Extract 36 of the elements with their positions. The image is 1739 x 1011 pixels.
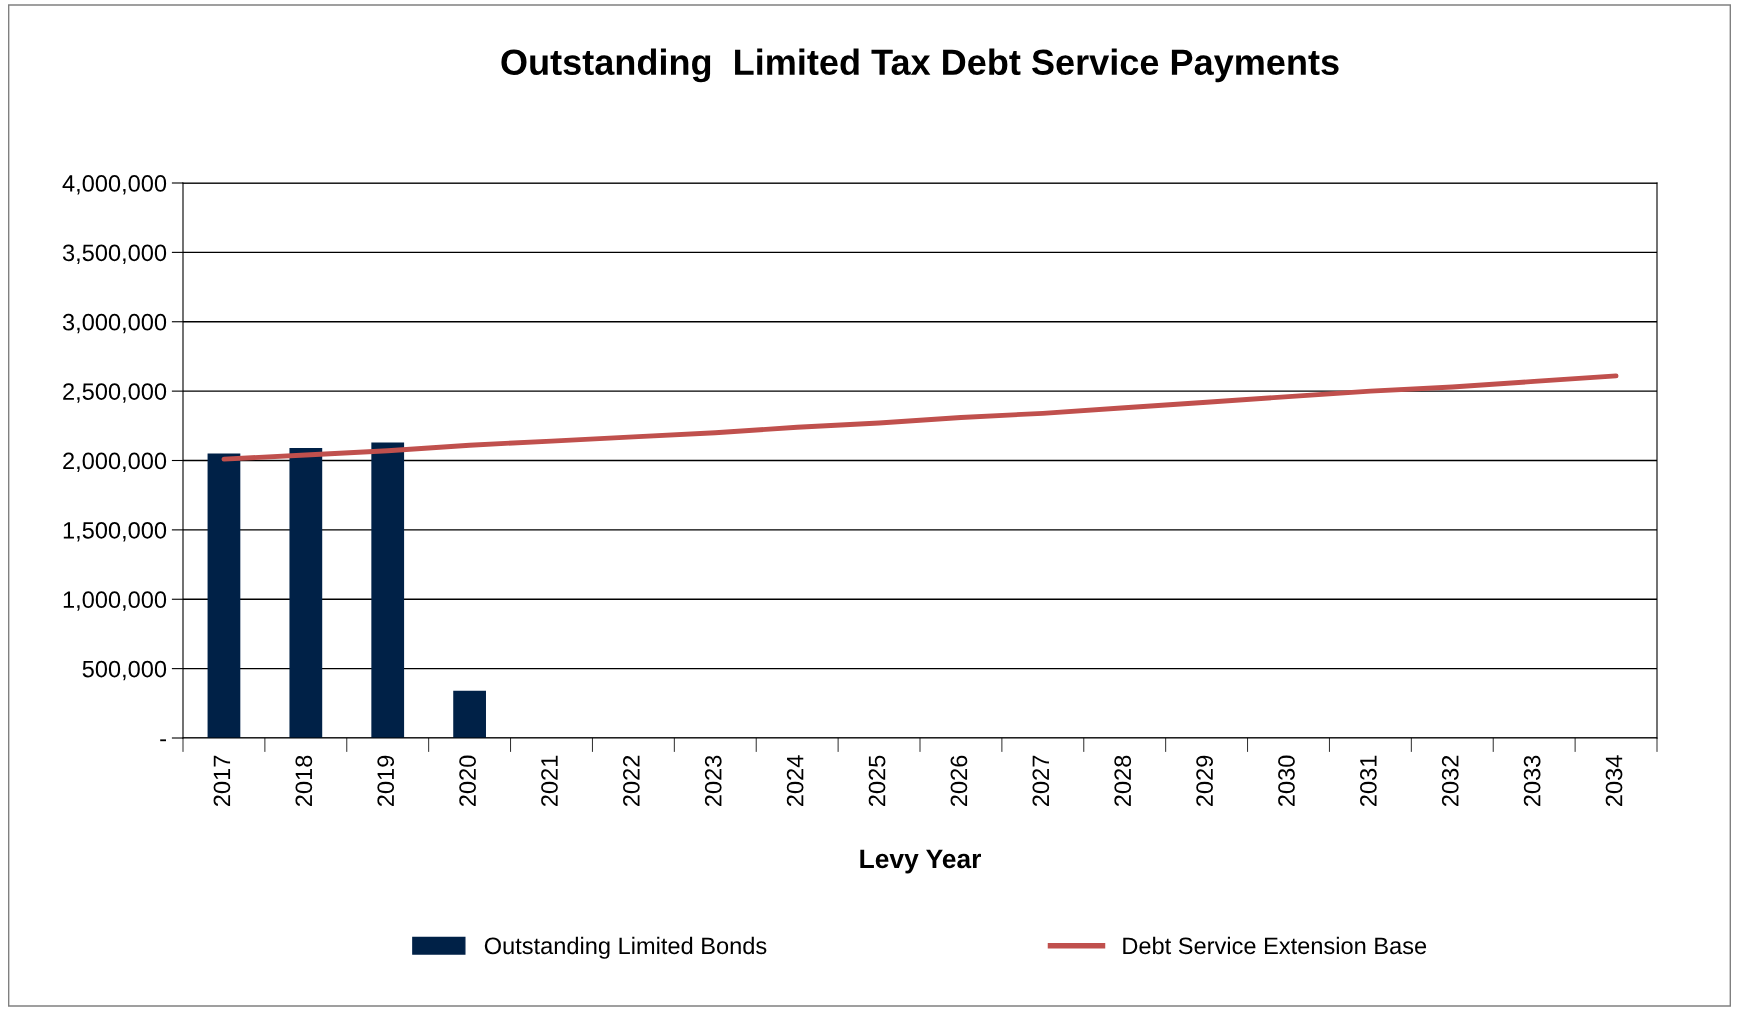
x-axis-title: Levy Year: [860, 849, 981, 874]
bar: [207, 453, 241, 738]
line-series: [221, 373, 1619, 462]
x-tick-label: 2026: [950, 755, 968, 806]
x-tick-label: 2021: [541, 755, 558, 806]
x-tick-label: 2028: [1114, 755, 1132, 806]
bar: [289, 448, 323, 738]
legend-label: Outstanding Limited Bonds: [484, 936, 767, 959]
x-tick-label: 2018: [295, 755, 313, 806]
x-tick-label: 2031: [1360, 755, 1377, 806]
x-tick-label: 2019: [377, 755, 395, 806]
y-tick-label: 1,000,000: [63, 591, 167, 611]
x-tick-label: 2029: [1196, 755, 1213, 806]
y-tick-label: 1,500,000: [63, 521, 167, 542]
x-tick-label: 2017: [213, 755, 231, 806]
bar: [371, 442, 405, 738]
legend-label: Debt Service Extension Base: [1123, 936, 1427, 955]
x-tick-label: 2023: [704, 755, 722, 806]
bar: [453, 690, 486, 738]
x-tick-label: 2020: [459, 755, 476, 806]
x-tick-label: 2033: [1523, 755, 1541, 806]
y-tick-label: 4,000,000: [62, 175, 167, 195]
y-tick-label: 500,000: [82, 660, 167, 681]
x-tick-label: 2032: [1441, 755, 1459, 806]
y-tick-label: 2,500,000: [63, 383, 167, 403]
y-tick-label: 3,000,000: [62, 313, 167, 334]
y-tick-label: 2,000,000: [63, 452, 167, 473]
x-tick-label: 2030: [1278, 755, 1295, 806]
x-tick-label: 2025: [868, 755, 886, 806]
x-tick-label: 2027: [1032, 755, 1050, 806]
y-tick-label: 3,500,000: [62, 244, 167, 264]
chart-title: Outstanding Limited Tax Debt Service Payments: [501, 48, 1339, 83]
x-tick-label: 2034: [1605, 755, 1623, 806]
x-tick-label: 2024: [786, 755, 804, 806]
x-tick-label: 2022: [623, 755, 640, 806]
y-tick-label: -: [160, 739, 166, 742]
